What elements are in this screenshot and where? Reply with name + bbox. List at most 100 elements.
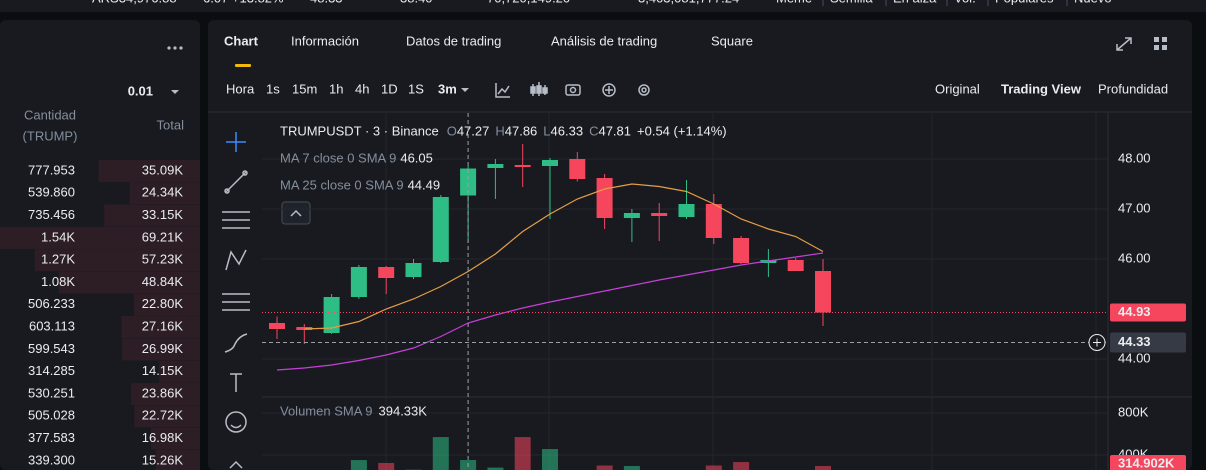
y-tick-label: 800K [1118,404,1149,419]
interval[interactable]: Hora [226,81,255,96]
panel-menu[interactable] [167,46,183,50]
tag[interactable]: En alza [893,0,937,5]
depth-bar [155,449,200,470]
volume-last: 314.902K [1118,455,1175,470]
depth-bar [0,226,200,249]
candle-body [815,271,831,313]
tab[interactable]: Análisis de trading [551,33,657,48]
ticker-value: 3,403,081,777.24 [638,0,739,5]
volume-badge [1110,454,1186,470]
crosshair-badge [1110,332,1186,353]
candle-body [596,178,613,218]
depth-bar [58,271,201,294]
depth-bar [98,160,200,182]
candle-body [569,159,586,179]
crosshair-price: 44.33 [1118,334,1151,349]
depth-bar [159,360,200,383]
volume-bar [432,437,449,470]
collapse-button[interactable] [281,201,311,225]
amount: 530.251 [28,385,75,400]
header: (TRUMP) [23,128,78,143]
interval[interactable]: 3m [438,81,457,96]
tab[interactable]: Square [711,33,753,48]
candle-body [542,160,558,166]
volume-bar [815,466,831,470]
ticker-value: 48.33 [310,0,343,5]
candle-body [432,197,449,262]
tag[interactable]: Populares [995,0,1054,5]
total: 16.98K [142,430,184,445]
candle-body [378,267,395,278]
ohlc-label: C [589,123,598,138]
interval[interactable]: 4h [355,81,369,96]
tab[interactable]: Chart [224,33,259,48]
amount: 1.54K [41,229,75,244]
depth-bar [34,249,200,272]
ohlc-value: 47.27 [457,123,490,138]
interval[interactable]: 1s [266,81,280,96]
volume-bar [596,465,613,470]
expand-icon[interactable] [1116,37,1132,51]
tab[interactable]: Información [291,33,359,48]
interval[interactable]: 1D [381,81,398,96]
candle-body [705,204,722,238]
tag[interactable]: Meme [776,0,812,5]
ohlc-value: 46.33 [551,123,584,138]
amount: 539.860 [28,185,75,200]
candle-body [733,238,750,263]
interval[interactable]: 15m [292,81,317,96]
volume-bar [705,465,722,470]
amount: 339.300 [28,452,75,467]
depth-bar [104,204,200,227]
interval-arrow[interactable] [461,88,469,92]
ohlc-label: O [447,123,457,138]
last-price: 44.93 [1118,304,1151,319]
candle-body [514,165,531,167]
amount: 314.285 [28,363,75,378]
header: Cantidad [24,107,76,122]
total: 69.21K [142,229,184,244]
ticker-value: 38.40 [400,0,433,5]
ma-label: MA 25 close 0 SMA 9 [280,177,404,192]
volume-bar [514,437,531,470]
amount: 777.953 [28,162,75,177]
dropdown-arrow[interactable] [171,90,179,94]
total: 26.99K [142,341,184,356]
view-option[interactable]: Trading View [1001,81,1082,96]
volume-bar [542,449,558,470]
amount: 1.08K [41,274,75,289]
volume-bar [733,462,750,470]
interval[interactable]: 1h [329,81,343,96]
toolbar-icons[interactable] [495,82,650,98]
tag[interactable]: Semilla [830,0,873,5]
y-tick-label: 48.00 [1118,150,1151,165]
amount: 506.233 [28,296,75,311]
volume-bar [350,460,367,470]
depth-select[interactable]: 0.01 [128,83,153,98]
total: 15.26K [142,452,184,467]
y-tick-label: 47.00 [1118,200,1151,215]
volume-sma: 394.33K [379,403,428,418]
drawing-tools[interactable] [222,132,250,469]
change: +0.54 (+1.14%) [637,123,727,138]
total: 22.72K [142,408,184,423]
candle-body [350,267,367,297]
header: Total [157,117,185,132]
view-option[interactable]: Profundidad [1098,81,1168,96]
vertical-grid [385,113,1097,470]
candle-body [487,164,504,168]
ohlc-label: H [495,123,504,138]
tab[interactable]: Datos de trading [406,33,501,48]
layout-icon[interactable] [1154,37,1167,50]
view-option[interactable]: Original [935,81,980,96]
tag[interactable]: Nuevo [1074,0,1112,5]
ohlc-label: L [543,123,550,138]
amount: 505.028 [28,408,75,423]
top-strip [0,0,1206,12]
tag[interactable]: Vol. [954,0,976,5]
ma-label: MA 7 close 0 SMA 9 [280,150,396,165]
interval[interactable]: 1S [408,81,424,96]
ma-value: 44.49 [408,177,441,192]
amount: 603.113 [29,319,75,334]
